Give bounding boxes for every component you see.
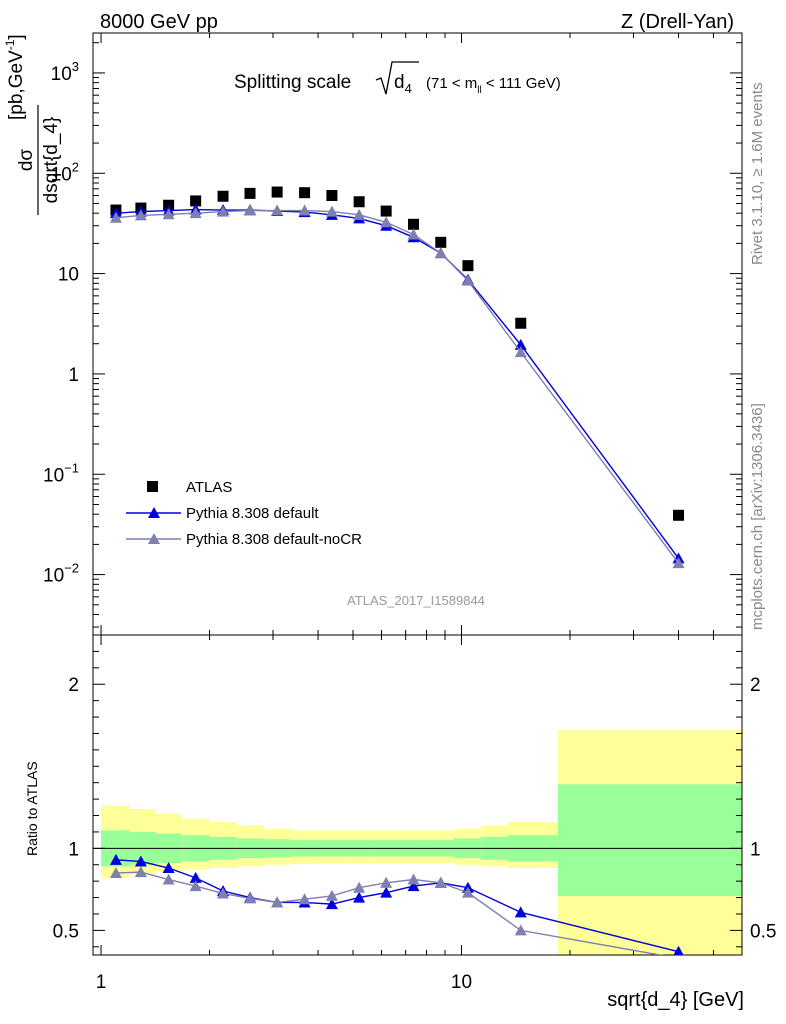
mc-data-point-2 (514, 346, 527, 358)
ratio-y-tick-label: 0.5 (53, 921, 79, 942)
mc-data-point-2 (134, 209, 147, 221)
ratio-data-point-1 (380, 876, 393, 888)
ylabel-numerator: dσ (16, 149, 37, 172)
ratio-data-point-0 (325, 898, 338, 910)
ratio-series-group (109, 853, 684, 955)
ratio-data-point-1 (109, 866, 122, 878)
plot-title-range: (71 < mll < 111 GeV) (426, 75, 561, 96)
ratio-y-tick-label-right: 0.5 (750, 921, 776, 942)
mc-data-point-2 (380, 216, 393, 228)
ratio-y-tick-label-right: 1 (750, 839, 761, 860)
ratio-series-line-0 (115, 859, 679, 953)
atlas-data-point (380, 205, 392, 217)
ratio-data-point-1 (162, 873, 175, 885)
x-tick-label: 10 (451, 972, 472, 993)
atlas-data-point (673, 509, 685, 521)
mc-data-point-2 (353, 208, 366, 220)
xlabel: sqrt{d_4} [GeV] (607, 989, 744, 1011)
ratio-data-point-0 (407, 880, 420, 892)
mc-data-point-2 (244, 204, 257, 216)
legend-marker-atlas (147, 481, 158, 492)
legend: ATLAS Pythia 8.308 default Pythia 8.308 … (126, 479, 362, 548)
ratio-data-point-0 (134, 855, 147, 867)
y-tick-label: 10−2 (43, 561, 79, 587)
mc-data-point-2 (672, 557, 685, 569)
ratio-y-tick-label: 1 (68, 839, 79, 860)
y-tick-label: 10 (58, 265, 79, 286)
y-tick-label: 1 (68, 365, 79, 386)
mcplots-label: mcplots.cern.ch [arXiv:1306.3436] (749, 403, 766, 630)
atlas-data-point (408, 218, 420, 230)
ratio-data-point-1 (407, 873, 420, 885)
legend-marker-nocr (148, 533, 160, 544)
y-tick-label: 10−1 (43, 460, 79, 486)
atlas-data-point (435, 236, 447, 248)
y-tick-label: 102 (51, 159, 79, 185)
mc-data-point-2 (325, 205, 338, 217)
header-left: 8000 GeV pp (100, 11, 218, 33)
ratio-data-point-0 (380, 886, 393, 898)
ratio-band-inner (557, 784, 742, 896)
mc-data-point-2 (217, 205, 230, 217)
ratio-y-tick-label-right: 2 (750, 675, 761, 696)
ratio-data-point-1 (325, 889, 338, 901)
analysis-watermark: ATLAS_2017_I1589844 (347, 593, 485, 608)
plot-title: Splitting scale (234, 72, 351, 93)
main-series-line-2 (115, 209, 680, 564)
atlas-data-point (462, 260, 474, 272)
legend-label-atlas: ATLAS (186, 479, 232, 496)
ylabel-denominator: dsqrt{d_4} (41, 117, 62, 204)
atlas-data-point (515, 317, 527, 329)
ratio-data-point-0 (514, 906, 527, 918)
mc-data-point-2 (109, 211, 122, 223)
legend-label-nocr: Pythia 8.308 default-noCR (186, 531, 362, 548)
rivet-label: Rivet 3.1.10, ≥ 1.6M events (749, 83, 766, 266)
ratio-data-point-1 (434, 876, 447, 888)
ratio-panel: 1 10 0.5 0.5 1 1 2 2 (53, 634, 776, 993)
x-tick-label: 1 (96, 972, 107, 993)
atlas-data-point (217, 190, 229, 202)
atlas-data-point (190, 195, 202, 207)
ratio-data-point-1 (244, 892, 257, 904)
ratio-data-point-1 (353, 881, 366, 893)
mc-data-point-2 (461, 274, 474, 286)
ratio-y-tick-label: 2 (68, 675, 79, 696)
atlas-data-point (353, 196, 365, 208)
legend-marker-default (148, 507, 160, 518)
sqrt-sign (375, 61, 419, 95)
ratio-data-point-0 (353, 891, 366, 903)
ratio-data-point-0 (162, 862, 175, 874)
ratio-data-point-1 (189, 880, 202, 892)
mc-data-point-2 (434, 247, 447, 259)
atlas-data-point (326, 190, 338, 202)
ratio-frame (92, 634, 743, 956)
ratio-ylabel: Ratio to ATLAS (24, 761, 40, 856)
ratio-data-point-1 (514, 924, 527, 936)
ratio-data-point-1 (298, 893, 311, 905)
atlas-data-point (299, 187, 311, 199)
ratio-data-point-0 (109, 853, 122, 865)
ratio-data-point-1 (271, 896, 284, 908)
atlas-data-point (244, 187, 256, 199)
ylabel-unit: [pb,GeV-1] (3, 34, 27, 120)
y-tick-label: 103 (51, 59, 79, 85)
plot-title-symbol: d4 (394, 72, 412, 96)
mc-data-point-2 (189, 207, 202, 219)
ratio-data-point-1 (134, 866, 147, 878)
ratio-data-point-1 (217, 887, 230, 899)
mc-data-point-2 (162, 208, 175, 220)
ratio-data-point-1 (461, 886, 474, 898)
ratio-data-point-0 (189, 871, 202, 883)
ratio-data-point-0 (673, 945, 684, 955)
main-ylabel: dσ dsqrt{d_4} (16, 105, 62, 215)
header-right: Z (Drell-Yan) (621, 11, 734, 33)
mc-data-point-2 (407, 228, 420, 240)
atlas-data-point (271, 186, 283, 198)
mc-data-point-2 (271, 204, 284, 216)
ratio-series-line-1 (115, 871, 664, 955)
legend-label-default: Pythia 8.308 default (186, 505, 319, 522)
mc-data-point-2 (298, 204, 311, 216)
